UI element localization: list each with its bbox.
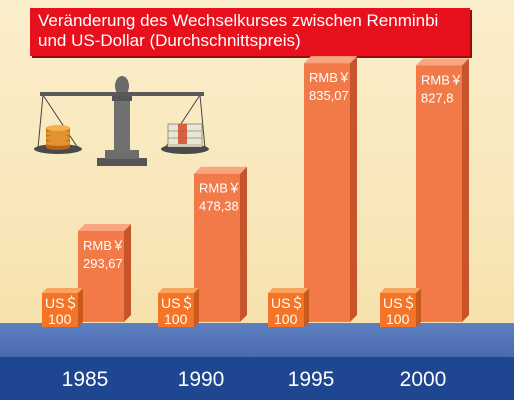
base-label-currency: US＄	[271, 295, 304, 311]
value-label-1985: 293,67	[83, 256, 123, 271]
base-block-side	[304, 288, 309, 327]
bar-side-2000	[462, 58, 469, 323]
base-block-side	[78, 288, 83, 327]
base-block-top	[42, 288, 83, 293]
base-block-top	[158, 288, 199, 293]
title-line-2: und US-Dollar (Durchschnittspreis)	[38, 31, 301, 50]
base-block-top	[380, 288, 421, 293]
base-label-amount: 100	[386, 311, 410, 327]
base-label-amount: 100	[164, 311, 188, 327]
base-label-currency: US＄	[161, 295, 194, 311]
value-label-2000: 827,8	[421, 90, 454, 105]
scale-base-step	[105, 150, 139, 159]
base-block-top	[268, 288, 309, 293]
left-string-b	[42, 94, 79, 149]
base-label-amount: 100	[48, 311, 72, 327]
scale-finial	[115, 76, 129, 96]
coin-stack-icon	[46, 125, 70, 150]
scale-pillar	[114, 98, 130, 152]
bar-top-2000	[416, 58, 469, 66]
currency-label: RMB￥	[309, 70, 351, 85]
currency-label: RMB￥	[83, 238, 125, 253]
banknote-stack-icon	[167, 123, 203, 147]
value-label-1990: 478,38	[199, 199, 239, 214]
right-string-a	[199, 94, 206, 149]
base-label-currency: US＄	[45, 295, 78, 311]
base-block-2000	[380, 293, 416, 327]
bar-side-1990	[240, 166, 247, 322]
scale-base	[97, 158, 147, 166]
bar-top-1985	[78, 223, 131, 231]
floor-band	[0, 323, 514, 357]
x-tick-2000: 2000	[400, 368, 447, 391]
bar-side-1995	[350, 56, 357, 323]
base-block-side	[194, 288, 199, 327]
scale-pillar-cap	[112, 96, 132, 101]
chart-title: Veränderung des Wechselkurses zwischen R…	[30, 8, 470, 56]
bar-top-1990	[194, 166, 247, 174]
base-label-amount: 100	[274, 311, 298, 327]
title-line-1: Veränderung des Wechselkurses zwischen R…	[38, 11, 439, 30]
base-label-currency: US＄	[383, 295, 416, 311]
value-label-1995: 835,07	[309, 88, 349, 103]
scale-beam	[40, 92, 204, 96]
base-block-1990	[158, 293, 194, 327]
bar-side-1985	[124, 223, 131, 322]
x-tick-1995: 1995	[288, 368, 335, 391]
bar-1985	[78, 230, 124, 322]
bar-top-1995	[304, 56, 357, 64]
base-block-side	[416, 288, 421, 327]
currency-label: RMB￥	[199, 181, 241, 196]
x-tick-1985: 1985	[62, 368, 109, 391]
x-axis-band	[0, 357, 514, 400]
currency-label: RMB￥	[421, 72, 463, 87]
base-block-1995	[268, 293, 304, 327]
bar-1990	[194, 173, 240, 322]
bar-1995	[304, 63, 350, 323]
bar-2000	[416, 65, 462, 322]
x-tick-1990: 1990	[178, 368, 225, 391]
base-block-1985	[42, 293, 78, 327]
left-string-a	[37, 94, 44, 149]
